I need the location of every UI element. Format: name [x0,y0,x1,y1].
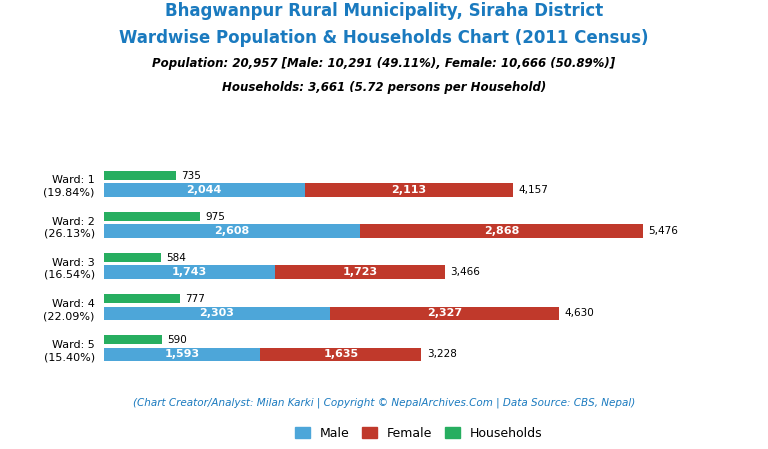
Text: 2,113: 2,113 [391,185,426,195]
Bar [104,348,260,361]
Text: Wardwise Population & Households Chart (2011 Census): Wardwise Population & Households Chart (… [119,29,649,47]
Text: 1,593: 1,593 [164,349,200,359]
Text: 3,228: 3,228 [427,349,457,359]
Bar [104,307,330,320]
Text: 5,476: 5,476 [648,226,678,236]
Bar [104,265,275,279]
Text: 975: 975 [205,211,225,222]
Bar [104,183,305,197]
Legend: Male, Female, Households: Male, Female, Households [290,422,548,445]
Text: 1,723: 1,723 [343,267,378,277]
Bar [360,224,643,238]
Text: 590: 590 [167,335,187,345]
Bar [330,307,559,320]
Text: 2,327: 2,327 [427,308,462,318]
Bar [104,253,161,262]
Bar [104,224,360,238]
Bar [275,265,445,279]
Bar [260,348,422,361]
Bar [104,335,162,344]
Text: 777: 777 [186,294,205,304]
Text: Population: 20,957 [Male: 10,291 (49.11%), Female: 10,666 (50.89%)]: Population: 20,957 [Male: 10,291 (49.11%… [152,57,616,70]
Text: 1,635: 1,635 [323,349,359,359]
Text: 2,868: 2,868 [484,226,519,236]
Text: 1,743: 1,743 [172,267,207,277]
Text: 3,466: 3,466 [450,267,480,277]
Text: Bhagwanpur Rural Municipality, Siraha District: Bhagwanpur Rural Municipality, Siraha Di… [165,2,603,20]
Text: 2,608: 2,608 [214,226,250,236]
Text: 4,157: 4,157 [518,185,548,195]
Text: (Chart Creator/Analyst: Milan Karki | Copyright © NepalArchives.Com | Data Sourc: (Chart Creator/Analyst: Milan Karki | Co… [133,397,635,408]
Text: 2,303: 2,303 [200,308,234,318]
Text: Households: 3,661 (5.72 persons per Household): Households: 3,661 (5.72 persons per Hous… [222,81,546,94]
Bar [104,171,176,180]
Bar [305,183,513,197]
Text: 2,044: 2,044 [187,185,222,195]
Bar [104,212,200,221]
Bar [104,294,180,303]
Text: 584: 584 [167,253,187,263]
Text: 4,630: 4,630 [564,308,594,318]
Text: 735: 735 [181,171,201,180]
